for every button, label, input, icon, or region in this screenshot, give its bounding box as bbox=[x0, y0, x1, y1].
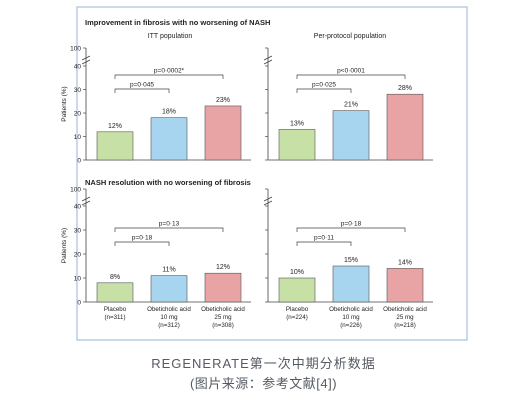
bar-value-label: 23% bbox=[216, 97, 230, 104]
p-value-label: p=0·025 bbox=[312, 82, 336, 89]
bar-placebo bbox=[278, 129, 316, 161]
axis-break-mark bbox=[263, 59, 273, 65]
y-axis-label: Patients (%) bbox=[61, 86, 68, 121]
bar-value-label: 10% bbox=[290, 269, 304, 276]
bar-obeticholic-25mg bbox=[386, 93, 424, 161]
significance-bracket bbox=[114, 88, 170, 93]
chart-itt-nash-resolution: 0 10 20 30 40 100 Patients (%) 8% 11% 12% p=0·18 p=… bbox=[61, 187, 251, 329]
category-label: (n=218) bbox=[394, 322, 416, 329]
p-value-label: p=0·18 bbox=[341, 221, 362, 228]
chart-itt-fibrosis: ITT population 0 10 20 30 40 100 Patients (%) 12… bbox=[61, 33, 251, 165]
bar-obeticholic-10mg bbox=[332, 110, 370, 161]
bar-obeticholic-10mg bbox=[332, 265, 370, 303]
section-title-fibrosis: Improvement in fibrosis with no worsenin… bbox=[85, 18, 270, 27]
section-title-nash-resolution: NASH resolution with no worsening of fib… bbox=[85, 178, 251, 187]
axis-break-mark bbox=[263, 200, 273, 206]
caption-source: (图片来源：参考文献[4]) bbox=[189, 376, 338, 391]
bar-obeticholic-10mg bbox=[150, 117, 188, 161]
bar-value-label: 8% bbox=[110, 274, 120, 281]
bar-placebo bbox=[96, 282, 134, 303]
category-label: Obeticholic acid bbox=[329, 306, 373, 313]
bar-placebo bbox=[96, 131, 134, 161]
y-tick-label: 20 bbox=[74, 111, 82, 118]
y-tick-label: 100 bbox=[70, 46, 81, 53]
y-tick-label: 40 bbox=[74, 204, 82, 211]
y-tick-label: 100 bbox=[70, 187, 81, 194]
category-label: Obeticholic acid bbox=[201, 306, 245, 313]
significance-bracket bbox=[296, 227, 406, 232]
bar-placebo bbox=[278, 277, 316, 303]
category-label: (n=308) bbox=[212, 322, 234, 329]
bar-obeticholic-25mg bbox=[386, 268, 424, 303]
axis-break-mark bbox=[81, 200, 91, 206]
bar-obeticholic-10mg bbox=[150, 275, 188, 303]
category-label: 10 mg bbox=[342, 314, 360, 321]
bar-value-label: 28% bbox=[398, 85, 412, 92]
bar-value-label: 12% bbox=[108, 123, 122, 130]
category-label: 25 mg bbox=[396, 314, 414, 321]
significance-bracket bbox=[114, 227, 224, 232]
p-value-label: p=0·18 bbox=[132, 235, 153, 242]
bar-value-label: 18% bbox=[162, 109, 176, 116]
category-label: Obeticholic acid bbox=[383, 306, 427, 313]
significance-bracket bbox=[296, 88, 352, 93]
p-value-label: p=0·0002* bbox=[154, 68, 185, 75]
y-tick-label: 30 bbox=[74, 228, 82, 235]
axis-break-mark bbox=[263, 55, 273, 61]
category-label: Placebo bbox=[286, 306, 309, 313]
axis-break-mark bbox=[81, 59, 91, 65]
significance-bracket bbox=[114, 74, 224, 79]
chart-per-protocol-nash-resolution: 10% 15% 14% p=0·11 p=0·18 Placebo(n=224) Obeti… bbox=[263, 188, 433, 329]
caption-title: REGENERATE第一次中期分析数据 bbox=[151, 356, 376, 371]
regenerate-charts: Improvement in fibrosis with no worsenin… bbox=[61, 6, 468, 341]
bar-value-label: 13% bbox=[290, 120, 304, 127]
y-tick-label: 30 bbox=[74, 87, 82, 94]
p-value-label: p=0·13 bbox=[159, 221, 180, 228]
bar-value-label: 11% bbox=[162, 267, 176, 274]
y-tick-label: 10 bbox=[74, 276, 82, 283]
p-value-label: p<0·0001 bbox=[337, 68, 365, 75]
p-value-label: p=0·045 bbox=[130, 82, 154, 89]
bar-value-label: 21% bbox=[344, 102, 358, 109]
bar-obeticholic-25mg bbox=[204, 272, 242, 303]
y-tick-label: 0 bbox=[77, 158, 81, 165]
category-label: Obeticholic acid bbox=[147, 306, 191, 313]
category-label: Placebo bbox=[104, 306, 127, 313]
significance-bracket bbox=[296, 74, 406, 79]
chart-per-protocol-fibrosis: Per-protocol population 13% 21% 28% p=0·025p… bbox=[263, 33, 433, 161]
category-label: (n=311) bbox=[104, 314, 125, 321]
category-label: 25 mg bbox=[214, 314, 232, 321]
significance-bracket bbox=[296, 241, 352, 246]
bar-value-label: 15% bbox=[344, 257, 358, 264]
bar-value-label: 14% bbox=[398, 259, 412, 266]
axis-break-mark bbox=[81, 196, 91, 202]
significance-bracket bbox=[114, 241, 170, 246]
y-tick-label: 0 bbox=[77, 300, 81, 307]
y-tick-label: 40 bbox=[74, 64, 82, 71]
panel-subtitle: Per-protocol population bbox=[314, 33, 386, 40]
p-value-label: p=0·11 bbox=[314, 235, 334, 242]
category-label: (n=312) bbox=[158, 322, 180, 329]
bar-obeticholic-25mg bbox=[204, 105, 242, 161]
category-label: (n=224) bbox=[286, 314, 308, 321]
y-tick-label: 20 bbox=[74, 252, 82, 259]
y-tick-label: 10 bbox=[74, 134, 82, 141]
panel-subtitle: ITT population bbox=[148, 33, 193, 40]
y-axis-label: Patients (%) bbox=[61, 228, 68, 263]
category-label: 10 mg bbox=[160, 314, 178, 321]
axis-break-mark bbox=[263, 196, 273, 202]
category-label: (n=226) bbox=[340, 322, 362, 329]
bar-value-label: 12% bbox=[216, 264, 230, 271]
axis-break-mark bbox=[81, 55, 91, 61]
